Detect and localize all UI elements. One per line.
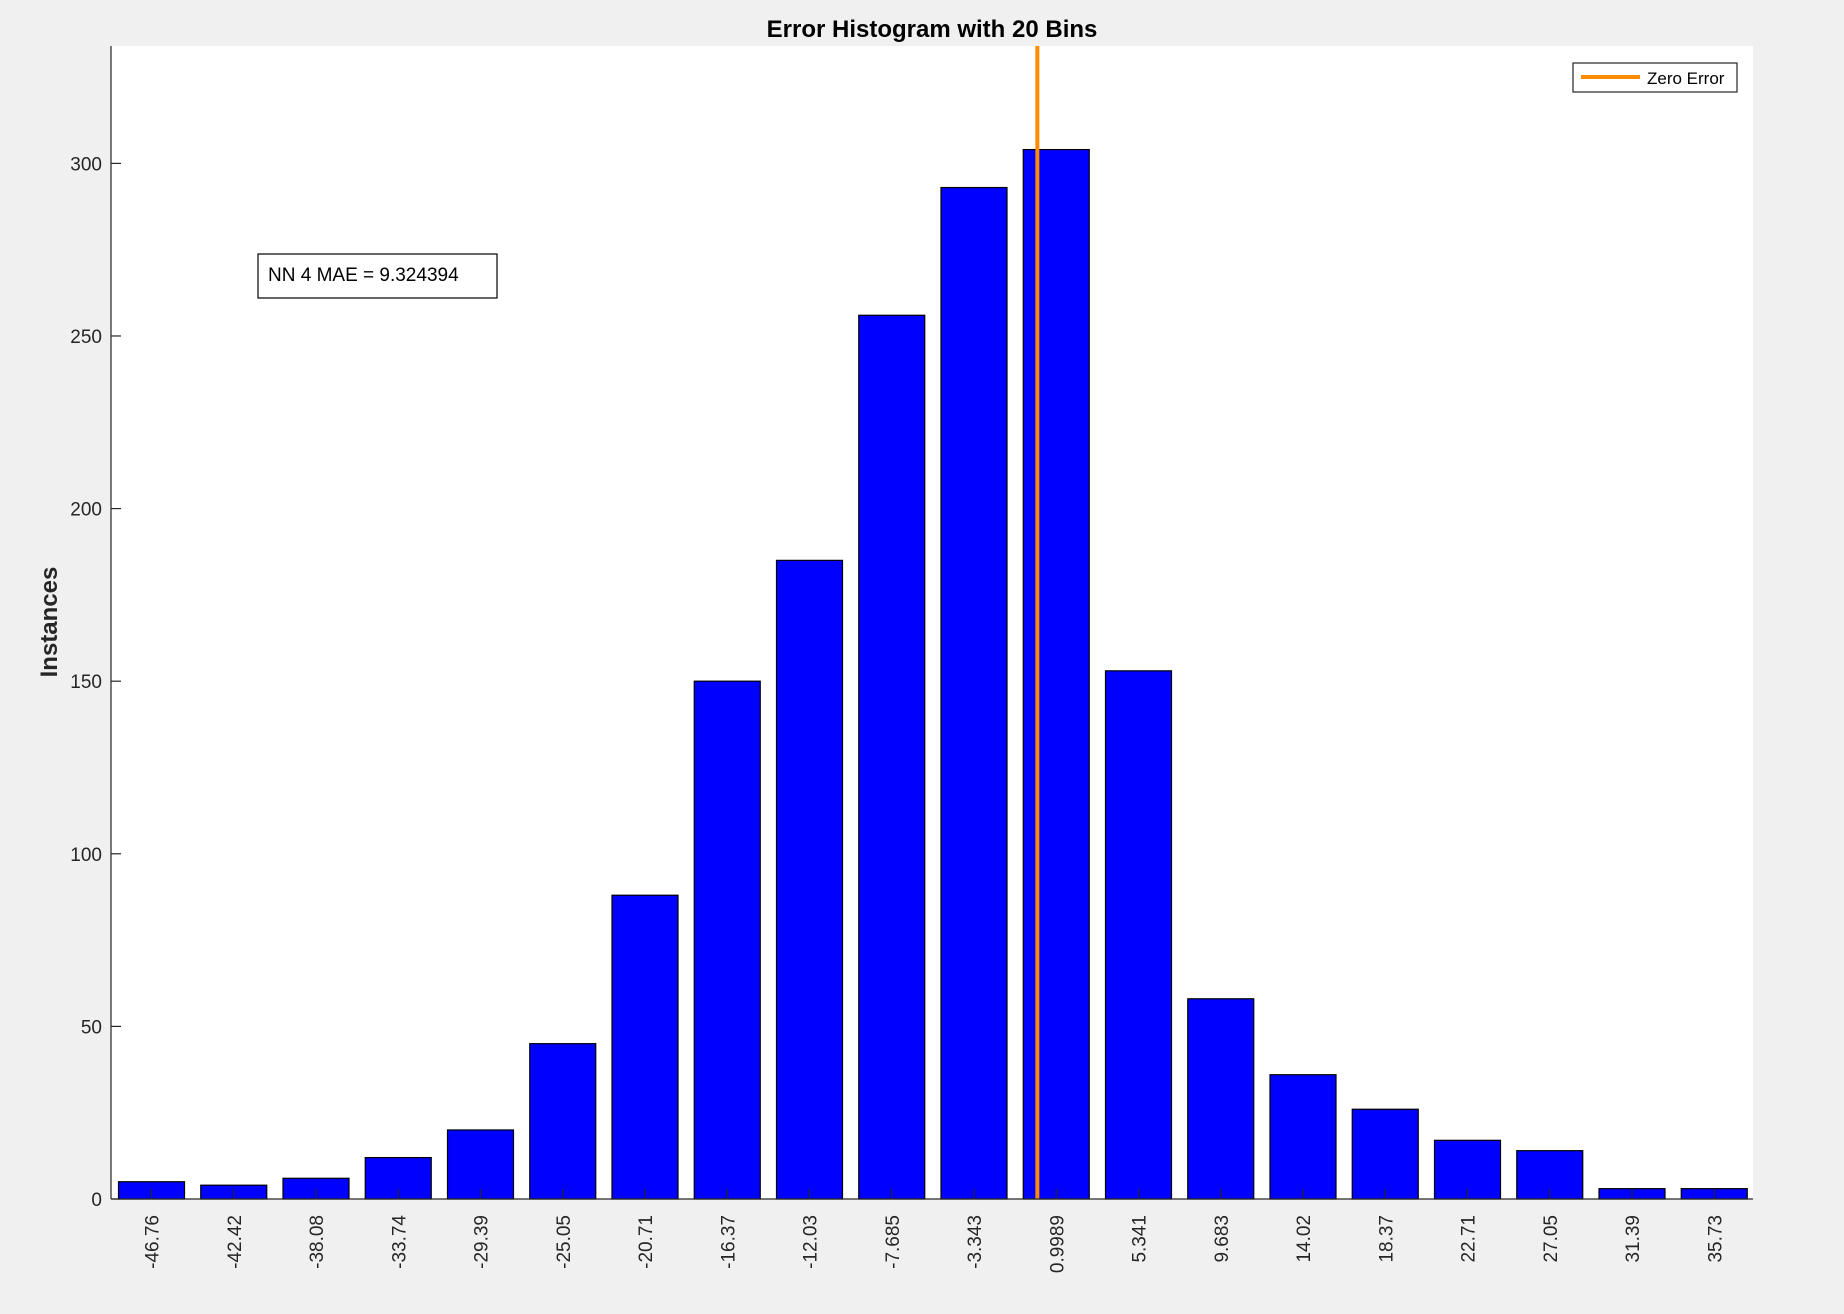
y-tick-label: 0 xyxy=(91,1190,102,1211)
histogram-bar xyxy=(1351,1108,1419,1200)
axes xyxy=(110,46,1753,1200)
histogram-bar xyxy=(940,186,1008,1200)
x-tick-label: -29.39 xyxy=(472,1215,493,1269)
x-tick-label: 9.683 xyxy=(1212,1215,1233,1263)
y-tick-label: 150 xyxy=(70,672,102,693)
legend-label: Zero Error xyxy=(1647,69,1725,88)
y-tick-label: 100 xyxy=(70,845,102,866)
y-tick-label: 200 xyxy=(70,500,102,521)
histogram-bar xyxy=(1104,670,1173,1200)
x-tick-label: -46.76 xyxy=(143,1215,164,1269)
x-tick-label: 27.05 xyxy=(1541,1215,1562,1263)
histogram-bar xyxy=(858,314,926,1200)
y-ticks: 0 50 100 150 200 250 300 xyxy=(70,154,121,1211)
x-tick-label: -7.685 xyxy=(883,1215,904,1269)
histogram-bar xyxy=(1187,998,1255,1200)
x-tick-label: 18.37 xyxy=(1376,1215,1397,1263)
y-tick-label: 250 xyxy=(70,327,102,348)
y-axis-label: Instances xyxy=(36,567,63,678)
histogram-bar xyxy=(611,894,679,1200)
y-tick-label: 50 xyxy=(81,1017,102,1038)
x-tick-label: -20.71 xyxy=(636,1215,657,1269)
histogram-bar xyxy=(1269,1074,1337,1200)
histogram-bar xyxy=(775,559,844,1200)
x-tick-label: 5.341 xyxy=(1130,1215,1151,1263)
x-tick-label: 35.73 xyxy=(1705,1215,1726,1263)
histogram-bar xyxy=(529,1043,597,1200)
mae-annotation: NN 4 MAE = 9.324394 xyxy=(257,253,498,299)
x-tick-label: 31.39 xyxy=(1623,1215,1644,1263)
histogram-bar xyxy=(1022,148,1090,1200)
x-tick-label: 14.02 xyxy=(1294,1215,1315,1263)
x-tick-label: 0.9989 xyxy=(1047,1215,1068,1273)
x-tick-label: -33.74 xyxy=(389,1215,410,1269)
x-tick-label: -42.42 xyxy=(225,1215,246,1269)
x-tick-label: -12.03 xyxy=(801,1215,822,1269)
x-tick-label: -25.05 xyxy=(554,1215,575,1269)
annotation-box xyxy=(257,253,498,299)
x-tick-label: -3.343 xyxy=(965,1215,986,1269)
x-ticks: -46.76 -42.42 -38.08 -33.74 -29.39 -25.05 -20.… xyxy=(143,1189,1726,1273)
chart-title: Error Histogram with 20 Bins xyxy=(767,16,1098,43)
y-tick-label: 300 xyxy=(70,154,102,175)
plot-area xyxy=(111,46,1753,1199)
annotation-text: NN 4 MAE = 9.324394 xyxy=(268,265,459,286)
x-tick-label: 22.71 xyxy=(1459,1215,1480,1263)
histogram-bar xyxy=(693,680,761,1200)
x-tick-label: -38.08 xyxy=(307,1215,328,1269)
histogram-bar xyxy=(446,1129,515,1200)
x-tick-label: -16.37 xyxy=(718,1215,739,1269)
legend: Zero Error xyxy=(1572,62,1738,93)
